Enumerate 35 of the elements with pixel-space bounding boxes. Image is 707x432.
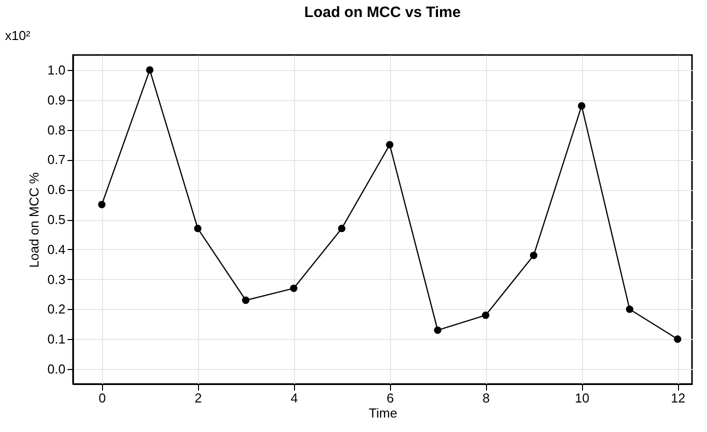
x-tick-label: 0: [98, 390, 106, 406]
point: [386, 141, 394, 148]
x-tick-label: 12: [670, 390, 686, 406]
x-tick-label: 2: [194, 390, 202, 406]
point: [146, 66, 154, 74]
point: [434, 326, 442, 334]
y-tick-label: 0.6: [47, 182, 66, 198]
point: [530, 252, 538, 260]
x-tick-label: 10: [574, 390, 590, 406]
y-tick-label: 0.2: [47, 302, 66, 317]
y-tick-label: 1.0: [47, 62, 66, 78]
x-tick-label: 6: [386, 390, 394, 406]
point: [482, 312, 490, 319]
y-tick-label: 0.1: [47, 332, 66, 347]
chart-title: Load on MCC vs Time: [304, 4, 461, 21]
point: [626, 306, 634, 313]
y-tick-label: 0.3: [47, 272, 66, 287]
point: [242, 296, 250, 304]
point: [290, 284, 298, 292]
y-tick-label: 0.4: [47, 242, 66, 257]
y-axis-title: Load on MCC %: [26, 172, 42, 268]
point: [578, 102, 586, 110]
x-tick-label: 8: [482, 390, 490, 406]
point: [98, 200, 106, 208]
y-tick-label: 0.7: [47, 152, 66, 168]
y-tick-label: 0.9: [47, 92, 66, 108]
x-axis-title: Time: [368, 406, 398, 420]
y-tick-label: 0.0: [47, 362, 66, 377]
point: [674, 335, 682, 343]
x-tick-label: 4: [290, 390, 298, 406]
text: x10²: [5, 28, 31, 43]
y-tick-label: 0.8: [47, 122, 66, 138]
point: [338, 224, 346, 232]
y-tick-label: 0.5: [47, 212, 66, 227]
point: [194, 224, 202, 232]
